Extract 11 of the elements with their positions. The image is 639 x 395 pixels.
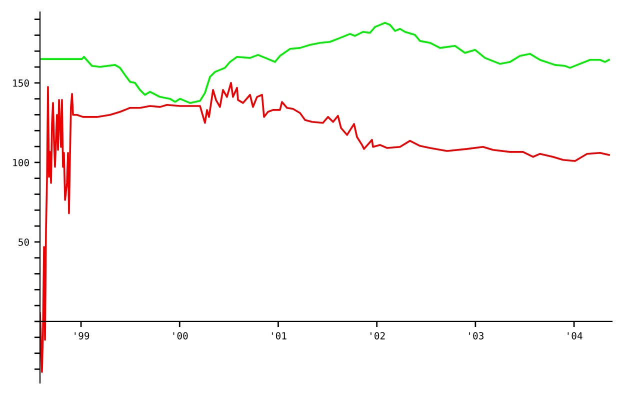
x-tick-label: '01	[272, 332, 286, 340]
line-series	[40, 22, 610, 104]
x-tick-label: '03	[469, 332, 484, 340]
x-tick-label: '04	[568, 332, 582, 340]
x-tick-label: '02	[370, 332, 385, 340]
y-tick-label: 50	[18, 238, 29, 246]
x-tick-label: '00	[173, 332, 188, 340]
line-series	[40, 82, 610, 373]
y-tick-label: 150	[13, 79, 29, 87]
y-tick-label: 100	[13, 158, 29, 166]
x-tick-label: '99	[74, 332, 90, 340]
